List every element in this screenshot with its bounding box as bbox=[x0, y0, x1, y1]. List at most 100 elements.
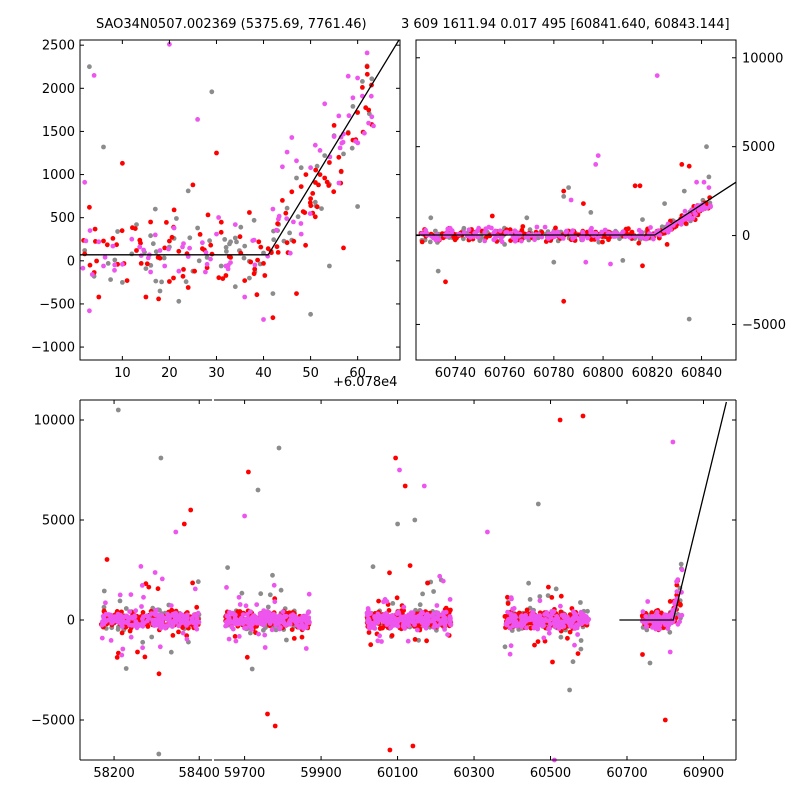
b-point-red bbox=[550, 659, 555, 665]
tr-point-magenta bbox=[499, 235, 504, 241]
b-outlier-red bbox=[410, 743, 416, 749]
tl-point-magenta bbox=[355, 75, 360, 81]
b-point-red bbox=[114, 655, 120, 660]
tl-point-magenta bbox=[171, 225, 177, 231]
tl-point-magenta bbox=[162, 263, 168, 269]
b-point-grey bbox=[527, 597, 533, 602]
b-point-red bbox=[378, 625, 383, 631]
tl-point-grey bbox=[176, 298, 182, 304]
tl-point-magenta bbox=[89, 272, 95, 277]
b-point-red bbox=[546, 584, 551, 590]
b-point-magenta bbox=[257, 611, 263, 616]
b-point-magenta bbox=[507, 651, 513, 657]
tr-point-grey bbox=[461, 236, 466, 242]
b-point-magenta bbox=[271, 582, 277, 588]
b-point-grey bbox=[278, 587, 284, 593]
b-point-magenta bbox=[240, 617, 246, 622]
b-point-magenta bbox=[236, 594, 242, 600]
tl-point-red bbox=[324, 179, 330, 185]
b-point-red bbox=[567, 629, 573, 635]
tl-point-grey bbox=[209, 89, 215, 95]
tr-point-red bbox=[520, 224, 526, 229]
b-point-magenta bbox=[115, 611, 121, 617]
tl-point-magenta bbox=[331, 134, 337, 140]
tl-point-red bbox=[262, 273, 268, 278]
tl-point-grey bbox=[232, 284, 238, 290]
tl-point-magenta bbox=[204, 261, 210, 267]
tl-point-magenta bbox=[345, 73, 351, 79]
tl-point-grey bbox=[150, 241, 156, 247]
b-point-grey bbox=[267, 592, 273, 598]
tr-point-magenta bbox=[532, 237, 537, 243]
b-point-magenta bbox=[192, 586, 198, 592]
tl-point-red bbox=[132, 226, 138, 232]
tr-point-red bbox=[454, 235, 459, 241]
b-point-magenta bbox=[667, 649, 673, 655]
tl-point-red bbox=[312, 214, 318, 220]
b-point-magenta bbox=[558, 619, 564, 625]
tl-point-magenta bbox=[87, 308, 92, 314]
tr-model-line bbox=[416, 181, 736, 236]
b-point-magenta bbox=[157, 617, 163, 623]
tl-point-red bbox=[316, 182, 321, 188]
tl-point-magenta bbox=[141, 247, 147, 253]
tr-xtick-label: 60820 bbox=[632, 366, 673, 381]
b-point-magenta bbox=[531, 625, 537, 631]
tl-point-grey bbox=[238, 224, 244, 230]
b-point-magenta bbox=[518, 614, 524, 619]
b-point-grey bbox=[647, 660, 653, 666]
tl-model-line bbox=[80, 40, 400, 256]
tr-point-red bbox=[561, 188, 567, 194]
b-point-magenta bbox=[539, 623, 545, 629]
b-point-magenta bbox=[448, 618, 453, 624]
tl-point-red bbox=[298, 184, 304, 190]
tr-point-magenta bbox=[491, 237, 497, 243]
tl-point-grey bbox=[183, 279, 189, 285]
b-point-magenta bbox=[645, 599, 651, 604]
tr-xtick-label: 60800 bbox=[582, 366, 623, 381]
b-point-red bbox=[532, 642, 537, 648]
b-point-magenta bbox=[395, 616, 401, 622]
tl-point-red bbox=[336, 154, 342, 160]
b-point-magenta bbox=[508, 595, 514, 600]
tl-point-red bbox=[218, 219, 224, 225]
tl-point-magenta bbox=[284, 149, 290, 155]
tl-point-red bbox=[275, 221, 280, 227]
b-point-magenta bbox=[401, 604, 407, 610]
tl-point-grey bbox=[207, 238, 213, 244]
tl-point-red bbox=[216, 275, 222, 281]
tl-point-red bbox=[242, 278, 248, 283]
b-point-grey bbox=[417, 602, 423, 608]
b-point-red bbox=[389, 633, 395, 638]
b-point-magenta bbox=[152, 612, 158, 618]
tl-point-red bbox=[185, 285, 191, 290]
tl-point-grey bbox=[105, 261, 111, 266]
tl-point-red bbox=[180, 273, 186, 279]
tl-point-grey bbox=[350, 104, 356, 109]
tl-point-grey bbox=[287, 230, 292, 236]
b-point-grey bbox=[526, 580, 531, 586]
tr-point-magenta bbox=[435, 236, 441, 242]
b-point-red bbox=[135, 649, 140, 655]
b-point-magenta bbox=[657, 626, 662, 632]
b-outlier-red bbox=[580, 413, 586, 419]
b-point-magenta bbox=[224, 621, 230, 627]
tl-ytick-label: 1500 bbox=[42, 125, 75, 140]
b-point-magenta bbox=[507, 625, 513, 631]
tr-point-magenta bbox=[542, 224, 548, 230]
tl-point-grey bbox=[82, 248, 88, 253]
top-left-title: SAO34N0507.002369 (5375.69, 7761.46) bbox=[96, 17, 367, 32]
tl-point-red bbox=[248, 259, 254, 265]
tl-point-red bbox=[167, 238, 172, 244]
tl-point-grey bbox=[152, 206, 158, 212]
b-outlier-red bbox=[246, 469, 251, 475]
tl-point-magenta bbox=[110, 243, 116, 249]
b-point-red bbox=[142, 654, 148, 660]
b-point-magenta bbox=[400, 624, 406, 629]
tr-point-red bbox=[581, 201, 586, 207]
tl-point-magenta bbox=[339, 140, 345, 146]
tr-point-red bbox=[626, 226, 631, 232]
tl-point-grey bbox=[312, 199, 318, 205]
tl-point-magenta bbox=[167, 41, 172, 47]
